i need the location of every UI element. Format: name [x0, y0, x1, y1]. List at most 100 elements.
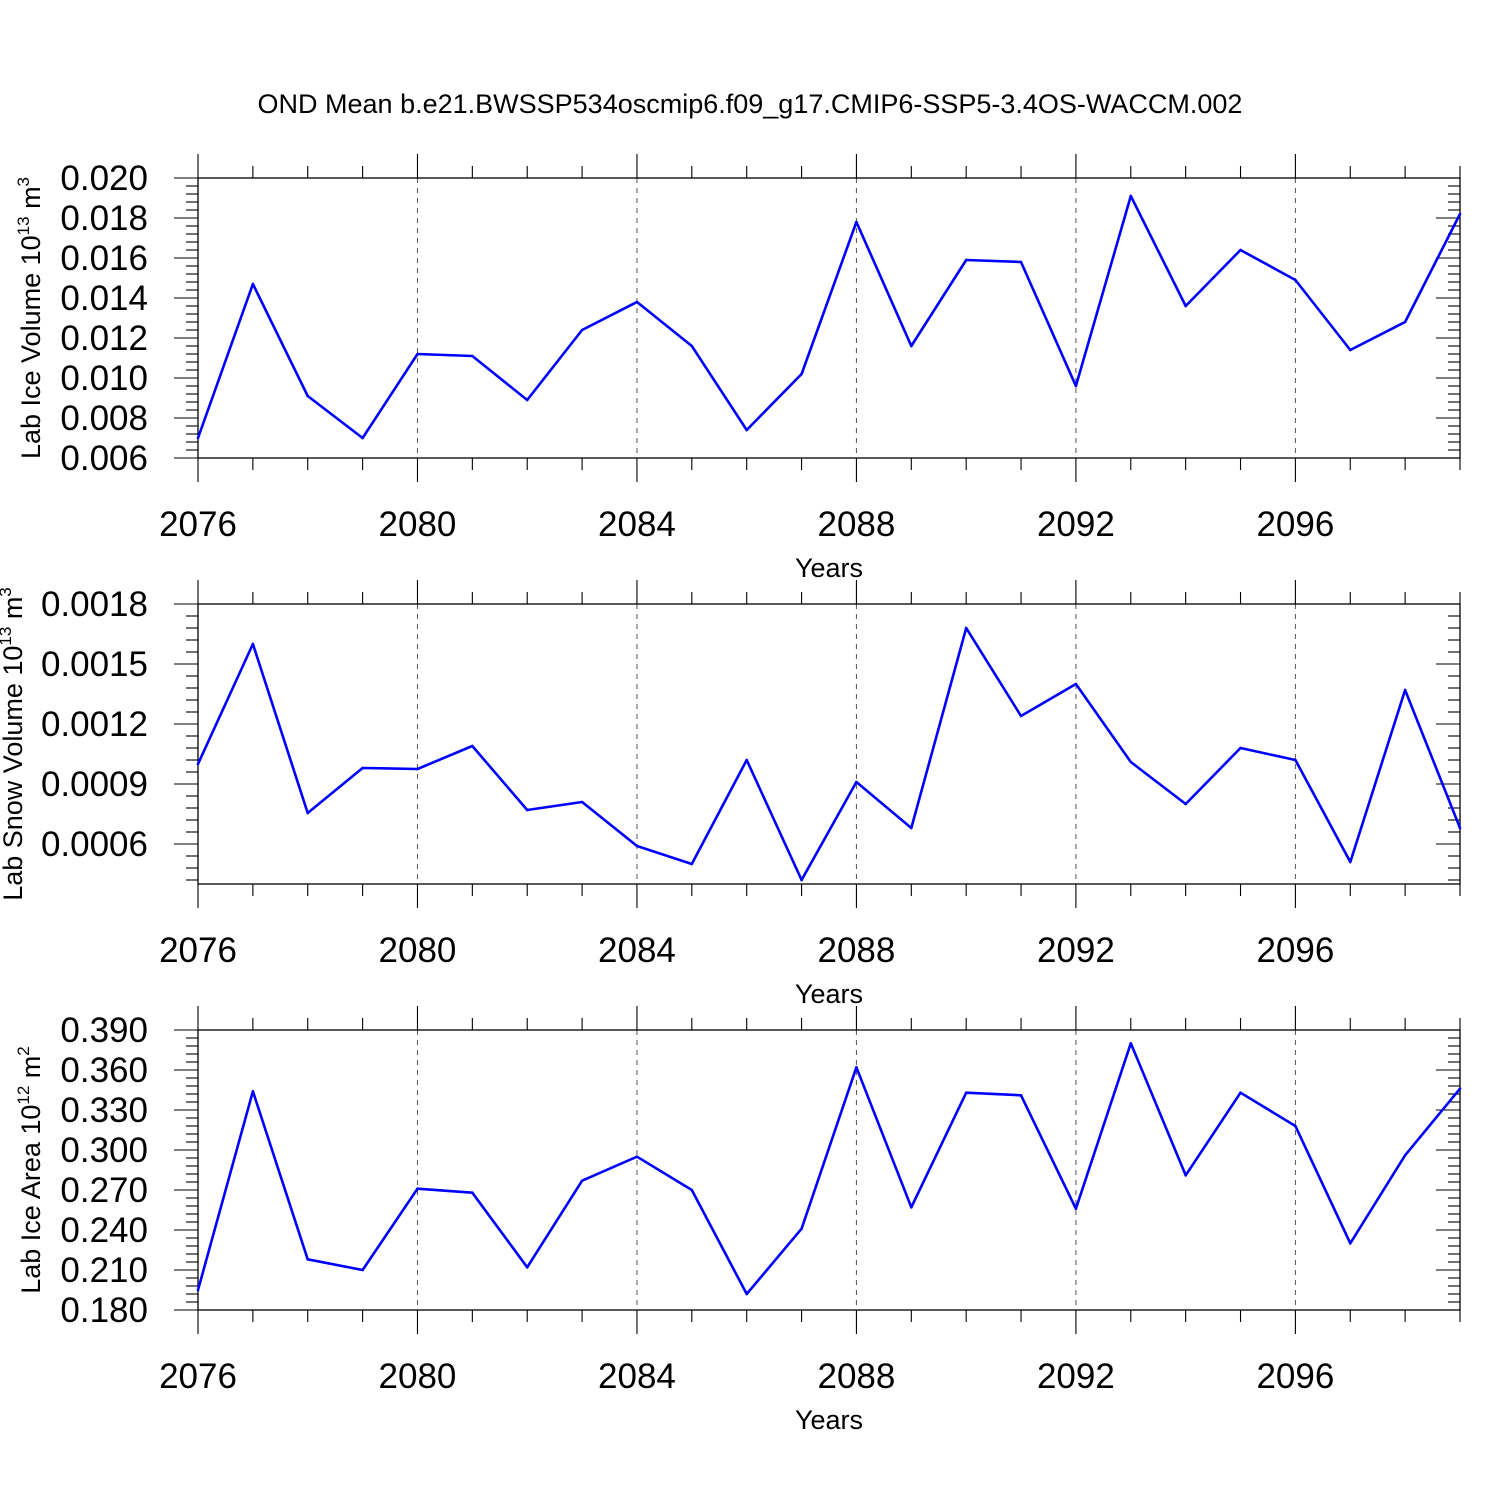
data-point: [306, 1258, 310, 1261]
data-point: [800, 1227, 803, 1230]
x-axis-label: Years: [795, 1405, 863, 1435]
x-tick-label: 2080: [379, 931, 457, 970]
data-point: [855, 1066, 858, 1069]
data-point: [910, 344, 913, 348]
data-point: [306, 394, 310, 398]
data-point: [416, 1187, 419, 1190]
data-point: [1458, 826, 1462, 830]
data-point: [1129, 760, 1133, 764]
data-point: [745, 1292, 748, 1296]
y-tick-label: 0.300: [60, 1131, 148, 1170]
data-point: [800, 372, 803, 376]
y-axis-label-text: Lab Ice Area 1012 m2: [14, 1046, 46, 1294]
data-point: [800, 878, 803, 882]
data-point: [1019, 260, 1023, 264]
data-point: [964, 258, 968, 262]
data-point: [471, 1191, 474, 1194]
data-point: [196, 762, 200, 766]
x-tick-label: 2096: [1256, 1357, 1334, 1396]
x-tick-label: 2080: [379, 505, 457, 544]
data-point: [1239, 746, 1242, 750]
y-tick-label: 0.0009: [41, 765, 148, 804]
series-line: [196, 626, 1462, 882]
chart-panel-2: 0.0006 0.0009 0.0012 0.0015 0.0018 2076 2080 20…: [0, 580, 1462, 1009]
data-point: [1403, 1154, 1407, 1157]
data-point: [1403, 320, 1407, 324]
y-axis-label-text: Lab Ice Volume 1013 m3: [14, 177, 46, 459]
data-point: [1074, 682, 1078, 686]
data-point: [361, 1268, 364, 1272]
y-tick-label: 0.240: [60, 1211, 148, 1250]
y-tick-label: 0.210: [60, 1251, 148, 1290]
y-tick-label: 0.014: [60, 279, 148, 318]
plot-frame: [197, 603, 1461, 885]
y-axis-label: Lab Ice Volume 1013 m3: [14, 177, 46, 459]
y-axis-label-text: Lab Snow Volume 10: [0, 646, 28, 901]
y-tick-label: 0.020: [60, 159, 148, 198]
data-point: [964, 1091, 968, 1094]
data-point: [745, 428, 748, 432]
y-tick-label: 0.0012: [41, 705, 148, 744]
data-point: [1294, 758, 1297, 762]
plot-frame: [197, 177, 1461, 459]
series-line: [196, 194, 1462, 440]
x-tick-label: 2092: [1037, 1357, 1115, 1396]
y-tick-label: 0.330: [60, 1091, 148, 1130]
x-tick-label: 2084: [598, 931, 676, 970]
data-point: [855, 220, 858, 224]
y-axis-label-text: Lab Snow Volume 1013 m3: [0, 587, 28, 901]
data-point: [635, 844, 639, 848]
x-tick-label: 2084: [598, 1357, 676, 1396]
x-tick-label: 2084: [598, 505, 676, 544]
y-tick-label: 0.018: [60, 199, 148, 238]
y-tick-label: 0.006: [60, 439, 148, 478]
y-axis-label-unit-sup: 3: [0, 587, 15, 596]
chart-panel-1: 0.0060.0080.0100.0120.0140.0160.0180.020…: [14, 154, 1462, 583]
y-tick-label: 0.360: [60, 1051, 148, 1090]
data-point: [910, 1206, 913, 1209]
data-point: [361, 766, 364, 770]
y-axis-label-unit: m: [16, 186, 46, 216]
data-point: [580, 800, 584, 804]
x-tick-label: 2076: [159, 505, 237, 544]
y-axis-label-unit: m: [16, 1056, 46, 1086]
data-point: [525, 808, 529, 812]
y-axis-label-sup: 13: [14, 216, 33, 235]
data-point: [251, 282, 255, 286]
data-point: [525, 1266, 529, 1269]
y-tick-label: 0.0018: [41, 585, 148, 624]
x-tick-label: 2092: [1037, 505, 1115, 544]
y-axis-label-text: Lab Ice Area 10: [16, 1105, 46, 1294]
data-point: [416, 767, 419, 771]
plot-frame: [197, 1029, 1461, 1311]
data-point: [1458, 212, 1462, 216]
data-point: [471, 354, 474, 358]
x-axis-label: Years: [795, 979, 863, 1009]
data-point: [855, 780, 858, 784]
y-tick-label: 0.008: [60, 399, 148, 438]
x-tick-label: 2080: [379, 1357, 457, 1396]
y-tick-label: 0.0006: [41, 825, 148, 864]
x-tick-label: 2096: [1256, 931, 1334, 970]
data-point: [1074, 384, 1078, 388]
data-point: [1348, 1242, 1352, 1245]
data-point: [196, 1288, 200, 1292]
data-point: [745, 758, 748, 762]
y-axis-label-unit-sup: 3: [14, 177, 33, 186]
data-point: [251, 1090, 255, 1093]
chart-panel-3: 0.1800.2100.2400.2700.3000.3300.3600.390…: [14, 1006, 1462, 1435]
data-point: [1019, 1094, 1023, 1097]
y-axis-label-unit-sup: 2: [14, 1046, 33, 1055]
data-point: [1348, 348, 1352, 352]
y-axis-label-sup: 12: [14, 1086, 33, 1105]
data-point: [690, 862, 694, 866]
series-line: [196, 1042, 1462, 1296]
data-point: [1184, 1174, 1187, 1177]
data-point: [1294, 1124, 1297, 1128]
x-axis-label: Years: [795, 553, 863, 583]
y-tick-label: 0.390: [60, 1011, 148, 1050]
data-point: [1239, 248, 1242, 252]
data-point: [690, 1188, 694, 1192]
data-point: [580, 328, 584, 332]
